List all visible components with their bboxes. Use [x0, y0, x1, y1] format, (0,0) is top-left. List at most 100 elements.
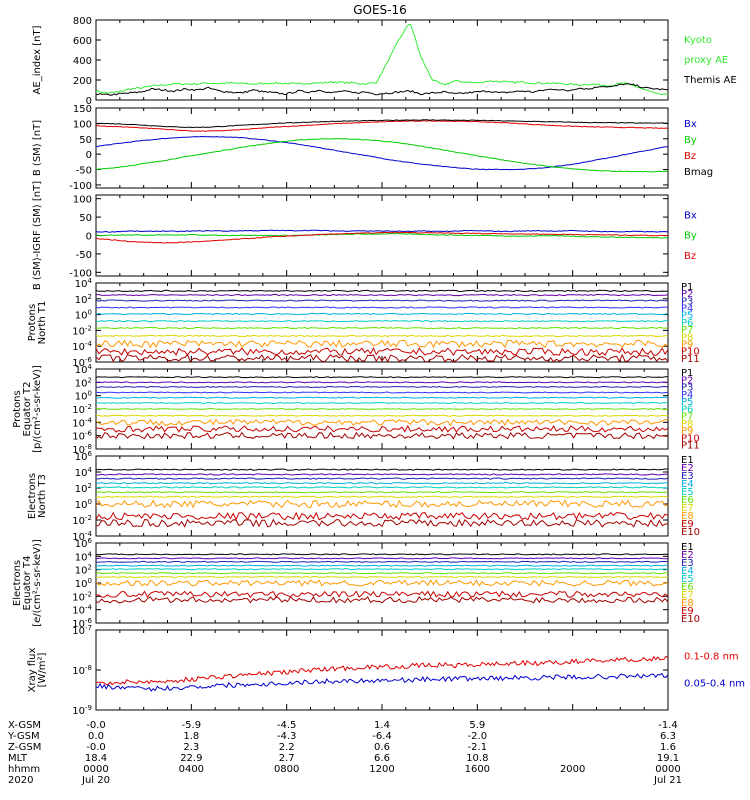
y-axis-label: ElectronsNorth T3: [27, 473, 48, 519]
legend-entry: E3: [681, 558, 694, 569]
panel-b-sm: 150 100 50 0 -50 -100 B (SM) [nT] Bx By Bz Bmag: [32, 104, 713, 192]
legend-entry: E10: [681, 614, 700, 625]
legend-entry: E9: [681, 606, 694, 617]
legend-entry: P6: [681, 404, 693, 415]
series-line-p4: [96, 391, 668, 394]
series-line-p9: [96, 339, 668, 349]
series-line-by: [96, 137, 668, 173]
series-line-e8: [96, 579, 668, 587]
legend-entry: E3: [681, 471, 694, 482]
panel-frame: [95, 107, 669, 189]
legend-entry: P6: [681, 318, 693, 329]
series-line-bz: [96, 231, 668, 244]
y-tick-label: 0: [86, 96, 92, 107]
y-tick-label: 800: [73, 16, 92, 27]
legend-entry: Bx: [684, 119, 697, 130]
footer-value: 2.7: [279, 753, 295, 764]
series-group: [96, 289, 668, 362]
y-tick-label: 102: [75, 376, 92, 389]
y-tick-label: -50: [76, 166, 92, 177]
legend-entry: 0.1-0.8 nm: [684, 652, 739, 663]
footer-value: 0.0: [88, 731, 104, 742]
legend-entry: E2: [681, 550, 694, 561]
y-axis-label: Xray flux[W/m²]: [27, 648, 48, 693]
series-line-p7: [96, 407, 668, 411]
series-line-e6: [96, 491, 668, 494]
series-line-bx: [96, 229, 668, 233]
footer-value: -1.4: [658, 720, 678, 731]
series-line-p10: [96, 424, 668, 433]
legend-entry: P7: [681, 325, 693, 336]
legend: Bx By Bz Bmag: [684, 119, 713, 178]
series-line-p2: [96, 293, 668, 297]
series-line-e3: [96, 477, 668, 480]
series-line-p1: [96, 289, 668, 293]
footer-value: -6.4: [372, 731, 392, 742]
series-line-p11: [96, 431, 668, 440]
y-tick-label: 102: [75, 564, 92, 577]
figure-title: GOES-16: [353, 3, 407, 17]
footer-row-label: Y-GSM: [7, 731, 40, 742]
series-line-p5: [96, 396, 668, 399]
series-line-e10: [96, 518, 668, 528]
y-axis-label: B (SM)-IGRF (SM) [nT]: [32, 181, 43, 290]
y-tick-label: 102: [75, 482, 92, 495]
legend-entry: P2: [681, 375, 693, 386]
legend-entry: P8: [681, 332, 693, 343]
series-line-p1: [96, 376, 668, 379]
y-tick-label: 100: [73, 195, 92, 206]
y-axis-label: ProtonsNorth T1: [27, 301, 48, 345]
footer-value: 1.6: [660, 742, 676, 753]
y-tick-label: 10-2: [72, 403, 92, 416]
panels: 800 600 400 200 0 AE_index [nT] Kyoto proxy AE T…: [12, 16, 745, 717]
legend-entry: E8: [681, 511, 694, 522]
footer-row-label: X-GSM: [8, 720, 41, 731]
legend: 0.1-0.8 nm 0.05-0.4 nm: [684, 652, 745, 690]
legend-entry: E5: [681, 574, 694, 585]
legend-entry: Kyoto: [684, 35, 712, 46]
series-line-p8: [96, 334, 668, 338]
series-group: [96, 655, 668, 692]
series-group: [96, 553, 668, 604]
series-line-e2: [96, 473, 668, 476]
footer-value: 18.4: [85, 753, 107, 764]
legend-entry: E5: [681, 487, 694, 498]
y-tick-label: 100: [73, 119, 92, 130]
legend-entry: E6: [681, 582, 694, 593]
footer-value: 0400: [179, 764, 204, 775]
series-line-e8: [96, 499, 668, 509]
legend-entry: P4: [681, 304, 693, 315]
series-group: [96, 229, 668, 244]
legend-entry: P1: [681, 282, 693, 293]
legend-entry: P3: [681, 383, 693, 394]
y-tick-label: 0: [86, 232, 92, 243]
legend-entry: E2: [681, 463, 694, 474]
panel-frame: [95, 19, 669, 101]
series-line-e1: [96, 468, 668, 471]
y-tick-label: 10-8: [72, 664, 92, 677]
series-line-bmag: [96, 119, 668, 129]
legend-entry: P5: [681, 311, 693, 322]
series-line-bx: [96, 135, 668, 171]
series-line-e5: [96, 568, 668, 571]
series-line-0-05-0-4-nm: [96, 672, 668, 692]
legend-entry: Bz: [684, 151, 696, 162]
footer-value: 1.8: [183, 731, 199, 742]
y-tick-label: 102: [75, 293, 92, 306]
y-tick-label: 100: [75, 309, 92, 322]
series-line-e5: [96, 486, 668, 489]
legend-entry: P7: [681, 412, 693, 423]
footer-value: -0.0: [86, 742, 106, 753]
legend-entry: P1: [681, 368, 693, 379]
legend-entry: P9: [681, 339, 693, 350]
series-line-e1: [96, 553, 668, 556]
legend: Bx By Bz: [684, 210, 697, 262]
y-tick-label: 104: [75, 277, 93, 290]
legend-entry: P3: [681, 296, 693, 307]
y-tick-label: 50: [79, 135, 92, 146]
series-line-e3: [96, 560, 668, 563]
